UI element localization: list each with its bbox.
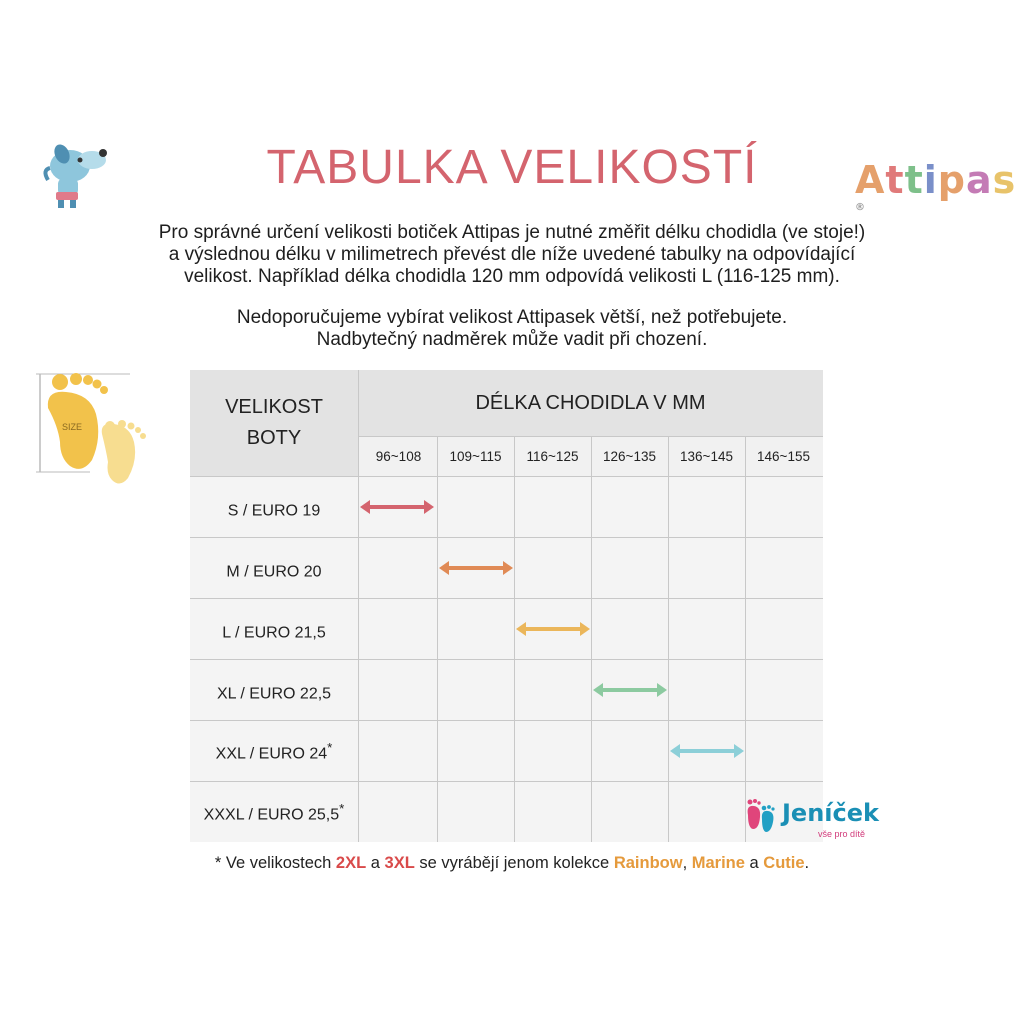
registered-mark: ® — [855, 202, 866, 213]
range-arrow — [593, 682, 667, 697]
grid-line — [190, 537, 823, 538]
size-label: SIZE — [62, 422, 83, 432]
intro-line: a výslednou délku v milimetrech převést … — [168, 244, 856, 265]
grid-line — [358, 370, 359, 842]
brand-letter: s — [992, 158, 1017, 202]
size-table: VELIKOST BOTY DÉLKA CHODIDLA V MM 96~108… — [190, 370, 823, 842]
jenicek-watermark: Jeníček vše pro dítě — [742, 797, 902, 841]
size-header-cell — [190, 370, 358, 476]
size-header-line: VELIKOST — [225, 396, 323, 418]
intro-line: Pro správné určení velikosti botiček Att… — [158, 222, 866, 243]
footnote-collection-highlight: Rainbow — [613, 854, 683, 872]
grid-line — [437, 436, 438, 842]
range-arrow — [360, 499, 434, 514]
grid-line — [358, 436, 823, 437]
size-row-label: S / EURO 19 — [190, 497, 358, 520]
grid-line — [668, 436, 669, 842]
page-title: TABULKA VELIKOSTÍ — [266, 141, 758, 194]
size-row-label: L / EURO 21,5 — [190, 619, 358, 642]
size-row-text: S / EURO 19 — [227, 502, 321, 520]
range-label: 96~108 — [375, 449, 422, 464]
dog-mascot-icon — [43, 144, 107, 208]
jenicek-feet-icon — [747, 799, 775, 832]
footnote-text: a — [744, 854, 764, 872]
size-row-text: XL / EURO 22,5 — [216, 685, 332, 703]
brand-letter: t — [904, 158, 924, 202]
jenicek-name: Jeníček — [782, 799, 879, 827]
grid-line — [190, 659, 823, 660]
grid-line — [745, 436, 746, 842]
range-label: 136~145 — [680, 449, 733, 464]
size-row-label: M / EURO 20 — [190, 558, 358, 581]
size-row-text: M / EURO 20 — [226, 563, 322, 581]
footnote-text: . — [804, 854, 810, 872]
brand-letter: A — [855, 158, 886, 202]
range-label: 116~125 — [526, 449, 579, 464]
size-row-mark: * — [327, 740, 333, 755]
brand-letter: p — [937, 158, 966, 202]
brand-letter: t — [885, 158, 905, 202]
grid-line — [190, 598, 823, 599]
size-header-line: BOTY — [246, 427, 302, 449]
size-row-label: XL / EURO 22,5 — [190, 680, 358, 703]
intro-line: velikost. Například délka chodidla 120 m… — [184, 266, 840, 287]
grid-line — [591, 436, 592, 842]
size-row-text: XXXL / EURO 25,5 — [203, 806, 340, 824]
footnote-text: se vyrábějí jenom kolekce — [414, 854, 614, 872]
size-row-label: XXXL / EURO 25,5* — [190, 801, 358, 824]
footnote-size-highlight: 3XL — [384, 854, 415, 872]
size-row-label: XXL / EURO 24* — [190, 740, 358, 763]
advice-line: Nedoporučujeme vybírat velikost Attipase… — [236, 307, 788, 328]
grid-line — [190, 476, 823, 477]
intro-paragraph: Pro správné určení velikosti botiček Att… — [100, 222, 924, 288]
length-header-cell — [358, 370, 823, 436]
range-arrow — [670, 743, 744, 758]
footnote-collection-highlight: Marine — [691, 854, 745, 872]
advice-paragraph: Nedoporučujeme vybírat velikost Attipase… — [100, 307, 924, 351]
footnote-text: , — [682, 854, 692, 872]
range-arrow — [516, 621, 590, 636]
jenicek-tagline: vše pro dítě — [818, 829, 866, 839]
footnote-size-highlight: 2XL — [335, 854, 367, 872]
size-row-text: XXL / EURO 24 — [215, 745, 328, 763]
length-header: DÉLKA CHODIDLA V MM — [475, 392, 706, 414]
footnote-text: * Ve velikostech — [214, 854, 336, 872]
size-header: VELIKOST BOTY — [190, 392, 358, 454]
brand-letter: i — [923, 158, 938, 202]
range-label: 126~135 — [603, 449, 656, 464]
size-row-mark: * — [339, 801, 345, 816]
footnote: * Ve velikostech 2XL a 3XL se vyrábějí j… — [0, 854, 1024, 873]
advice-line: Nadbytečný nadměrek může vadit při choze… — [316, 329, 708, 350]
grid-line — [514, 436, 515, 842]
range-arrow — [439, 560, 513, 575]
footprint-icon — [36, 373, 146, 484]
footprints-graphic: SIZE — [30, 368, 160, 493]
size-row-text: L / EURO 21,5 — [222, 624, 326, 642]
range-label: 109~115 — [449, 449, 502, 464]
brand-letter: a — [966, 158, 993, 202]
footnote-text: a — [366, 854, 385, 872]
grid-line — [190, 781, 823, 782]
range-label: 146~155 — [757, 449, 810, 464]
grid-line — [190, 720, 823, 721]
attipas-logo: Attipas ® — [855, 158, 1024, 246]
footnote-collection-highlight: Cutie — [763, 854, 805, 872]
